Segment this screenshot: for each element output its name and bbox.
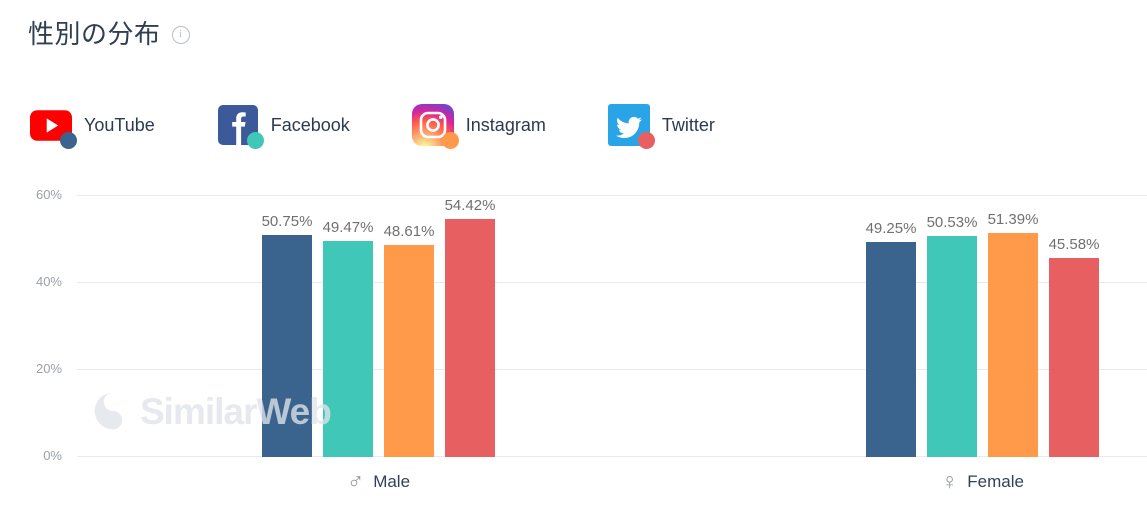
instagram-icon xyxy=(411,104,459,149)
x-axis-label-male: ♂ Male xyxy=(262,470,495,493)
legend-label: Twitter xyxy=(661,114,715,135)
legend-label: Facebook xyxy=(270,114,350,135)
bar-twitter-male[interactable]: 54.42% xyxy=(445,197,495,457)
gridline xyxy=(77,195,1147,196)
gridline xyxy=(77,456,1147,457)
page-title: 性別の分布 xyxy=(28,19,161,49)
gridline xyxy=(77,282,1147,283)
y-axis-tick: 20% xyxy=(35,361,62,376)
y-axis-tick: 60% xyxy=(35,187,62,202)
bar-youtube-male[interactable]: 50.75% xyxy=(262,213,312,457)
bar-chart: 60% 40% 20% 0% SimilarWeb 50.75% 49.47% 48… xyxy=(0,187,1147,514)
legend: YouTube Facebook xyxy=(30,104,715,149)
bar-instagram-female[interactable]: 51.39% xyxy=(988,211,1038,457)
bar-instagram-male[interactable]: 48.61% xyxy=(384,223,434,457)
facebook-series-dot xyxy=(246,132,264,149)
bar-value-label: 48.61% xyxy=(383,222,435,240)
y-axis-tick: 0% xyxy=(43,448,62,463)
x-label-text: Male xyxy=(373,471,411,491)
bar-value-label: 51.39% xyxy=(987,210,1039,228)
bar-twitter-female[interactable]: 45.58% xyxy=(1049,236,1099,457)
chart-header: 性別の分布 xyxy=(28,14,190,51)
bar-value-label: 49.25% xyxy=(865,219,917,237)
youtube-series-dot xyxy=(60,132,77,149)
bar-youtube-female[interactable]: 49.25% xyxy=(866,220,916,457)
bar-value-label: 49.47% xyxy=(322,219,374,236)
facebook-icon xyxy=(217,104,264,149)
bar-facebook-male[interactable]: 49.47% xyxy=(323,219,373,457)
bar-group-female: 49.25% 50.53% 51.39% 45.58% xyxy=(866,211,1099,457)
twitter-series-dot xyxy=(637,132,655,149)
bar-group-male: 50.75% 49.47% 48.61% 54.42% xyxy=(262,197,495,457)
legend-item-twitter[interactable]: Twitter xyxy=(607,104,715,149)
gridline xyxy=(77,369,1147,370)
instagram-series-dot xyxy=(441,132,459,149)
legend-item-instagram[interactable]: Instagram xyxy=(411,104,546,149)
legend-label: Instagram xyxy=(465,114,546,135)
x-label-text: Female xyxy=(967,471,1024,491)
bar-facebook-female[interactable]: 50.53% xyxy=(927,214,977,457)
youtube-icon xyxy=(30,104,77,149)
legend-item-facebook[interactable]: Facebook xyxy=(217,104,350,149)
male-icon: ♂ xyxy=(346,468,365,494)
female-icon: ♀ xyxy=(941,468,959,494)
bar-value-label: 50.75% xyxy=(261,213,313,231)
bar-value-label: 50.53% xyxy=(926,214,978,232)
legend-item-youtube[interactable]: YouTube xyxy=(30,104,155,149)
twitter-icon xyxy=(607,104,655,149)
bar-value-label: 54.42% xyxy=(444,197,496,215)
bar-value-label: 45.58% xyxy=(1048,236,1100,253)
similarweb-logo-icon xyxy=(94,392,123,430)
x-axis-label-female: ♀ Female xyxy=(866,470,1099,493)
y-axis-tick: 40% xyxy=(35,274,62,289)
plot-area: SimilarWeb 50.75% 49.47% 48.61% 54.42% 49.25… xyxy=(77,195,1147,457)
info-icon[interactable] xyxy=(171,25,190,44)
legend-label: YouTube xyxy=(84,114,155,135)
